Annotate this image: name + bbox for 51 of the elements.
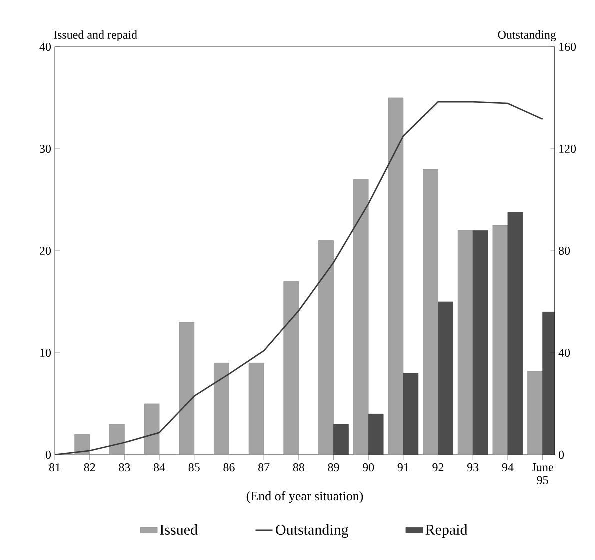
y2-tick-label: 160 [560, 42, 576, 52]
bar [388, 98, 404, 455]
bar [318, 240, 334, 455]
bar [284, 281, 300, 455]
x-tick-label: 84 [154, 464, 166, 472]
x-tick-label: 87 [258, 464, 270, 472]
y-tick-label: 40 [40, 42, 52, 52]
bar [438, 302, 454, 455]
bar [144, 404, 160, 455]
bar [472, 230, 488, 455]
y2-tick-label: 80 [558, 246, 570, 256]
x-tick-label: 91 [398, 464, 409, 472]
y-tick-label: 0 [46, 450, 52, 460]
y-tick-label: 20 [40, 246, 52, 256]
bar [458, 230, 474, 455]
bar [508, 212, 524, 455]
x-tick-label: 93 [468, 464, 479, 472]
x-tick-label: 86 [224, 464, 235, 472]
y-tick-label: 30 [40, 144, 52, 154]
x-tick-label: 82 [84, 464, 96, 472]
bar [353, 179, 369, 455]
x-tick-label: June 95 [532, 464, 554, 484]
x-tick-label: 83 [119, 464, 130, 472]
x-tick-label: 85 [188, 464, 200, 472]
bar [214, 363, 230, 455]
bar [492, 225, 508, 455]
line-series [55, 101, 544, 455]
x-tick-label: 88 [293, 464, 304, 472]
bar [423, 169, 438, 455]
bar [179, 322, 195, 455]
legend-label: Repaid [426, 524, 468, 538]
y-tick-label: 10 [40, 348, 52, 358]
bar [368, 414, 384, 455]
x-tick-label: 89 [328, 464, 340, 472]
x-tick-label: 92 [432, 464, 444, 472]
bar [403, 373, 419, 455]
bar [334, 424, 349, 455]
bar [74, 434, 90, 455]
y2-tick-label: 0 [558, 450, 564, 460]
x-axis-title: (End of year situation) [246, 491, 364, 504]
x-tick-label: 81 [49, 464, 60, 472]
y2-axis-title: Outstanding [498, 30, 556, 42]
y2-tick-label: 120 [560, 144, 576, 154]
legend-label: Outstanding [276, 524, 349, 538]
bar [248, 363, 264, 455]
y-axis-title: Issued and repaid [54, 30, 138, 42]
x-tick-label: 94 [502, 464, 514, 472]
x-tick-label: 90 [362, 464, 374, 472]
bar [110, 424, 125, 455]
y2-tick-label: 40 [558, 348, 570, 358]
legend-label: Issued [160, 524, 198, 536]
